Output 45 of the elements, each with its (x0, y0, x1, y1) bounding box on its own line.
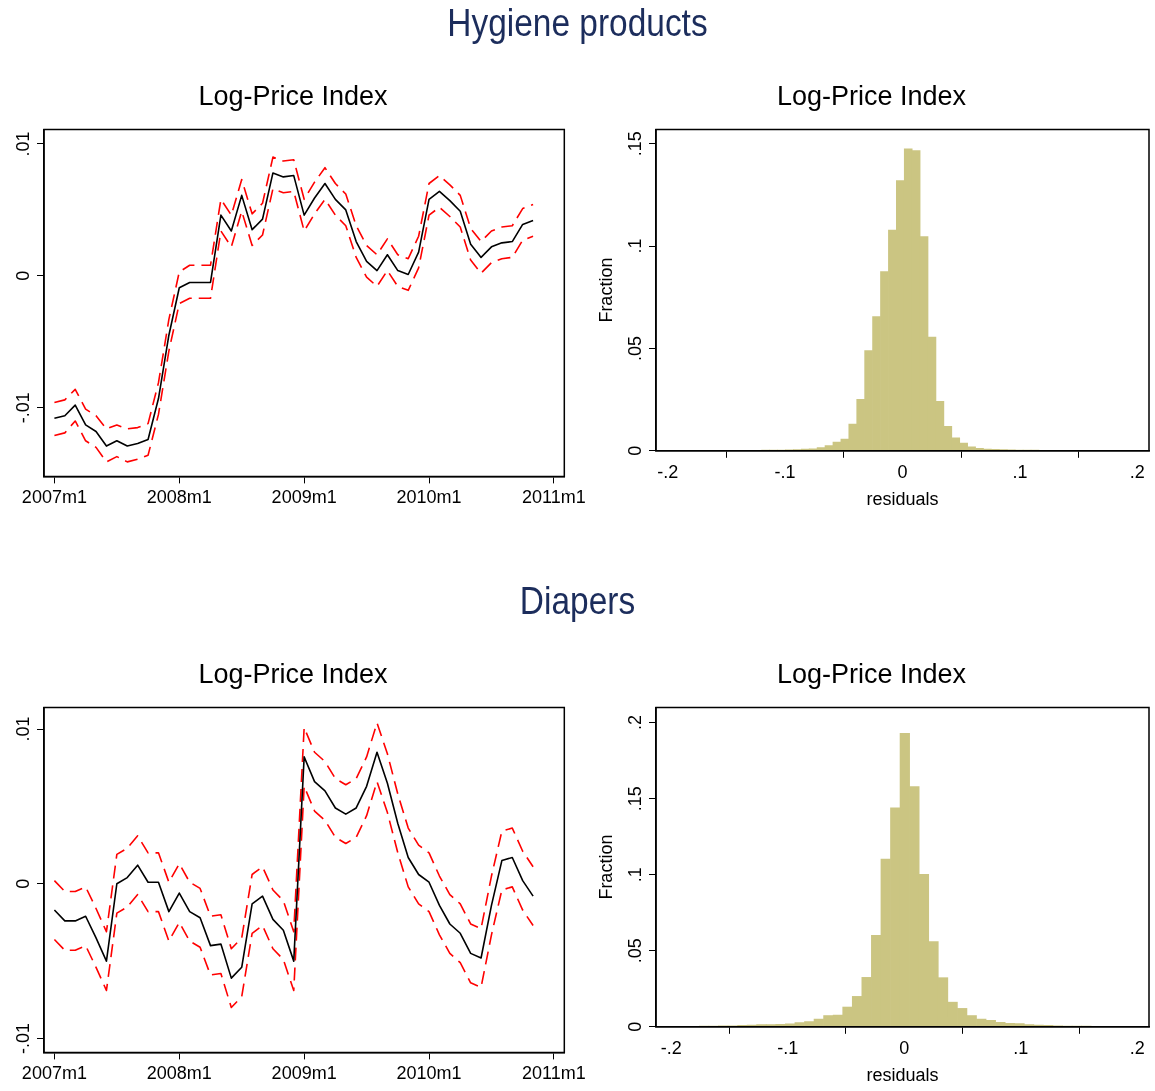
chart-title: Log-Price Index (198, 80, 389, 111)
y-tick-label: .15 (624, 131, 645, 157)
x-tick-label: 2011m1 (522, 1063, 586, 1084)
x-tick-label: 2007m1 (21, 487, 87, 508)
y-tick-label: .05 (624, 335, 645, 361)
y-tick-label: .2 (624, 715, 645, 731)
chart-title: Log-Price Index (776, 80, 967, 111)
x-tick-label: 2008m1 (146, 487, 212, 508)
y-tick-label: 0 (624, 1021, 645, 1032)
x-tick-label: -.1 (777, 1037, 799, 1058)
x-tick-label: 0 (897, 461, 908, 482)
x-tick-label: 2008m1 (146, 1063, 212, 1084)
x-tick-label: .1 (1013, 1037, 1029, 1058)
x-tick-label: -.1 (774, 461, 796, 482)
x-tick-label: 2011m1 (522, 487, 586, 508)
x-tick-label: .2 (1129, 461, 1145, 482)
x-tick-label: 2010m1 (396, 1063, 462, 1084)
y-tick-label: .05 (624, 938, 645, 964)
y-tick-label: -.01 (12, 1022, 33, 1054)
x-tick-label: .1 (1012, 461, 1028, 482)
x-axis-title: residuals (866, 1065, 939, 1086)
x-tick-label: 2009m1 (271, 1063, 337, 1084)
y-tick-label: .01 (12, 131, 33, 157)
x-tick-label: .2 (1129, 1037, 1145, 1058)
x-tick-label: 2009m1 (271, 487, 337, 508)
y-axis-title: Fraction (595, 257, 616, 323)
x-tick-label: 0 (899, 1037, 910, 1058)
y-tick-label: 0 (12, 270, 33, 281)
y-tick-label: 0 (624, 445, 645, 456)
x-tick-label: 2007m1 (21, 1063, 87, 1084)
y-tick-label: .1 (624, 238, 645, 254)
y-tick-label: .1 (624, 867, 645, 883)
y-tick-label: .15 (624, 786, 645, 812)
y-axis-title: Fraction (595, 834, 616, 900)
x-tick-label: 2010m1 (396, 487, 462, 508)
chart-title: Log-Price Index (776, 658, 967, 689)
y-tick-label: 0 (12, 878, 33, 889)
x-axis-title: residuals (866, 489, 939, 510)
y-tick-label: -.01 (12, 392, 33, 424)
y-tick-label: .01 (12, 716, 33, 742)
text: Diapers (518, 580, 637, 623)
x-tick-label: -.2 (657, 461, 679, 482)
chart-title: Log-Price Index (198, 658, 389, 689)
x-tick-label: -.2 (660, 1037, 682, 1058)
text: Hygiene products (446, 2, 709, 45)
